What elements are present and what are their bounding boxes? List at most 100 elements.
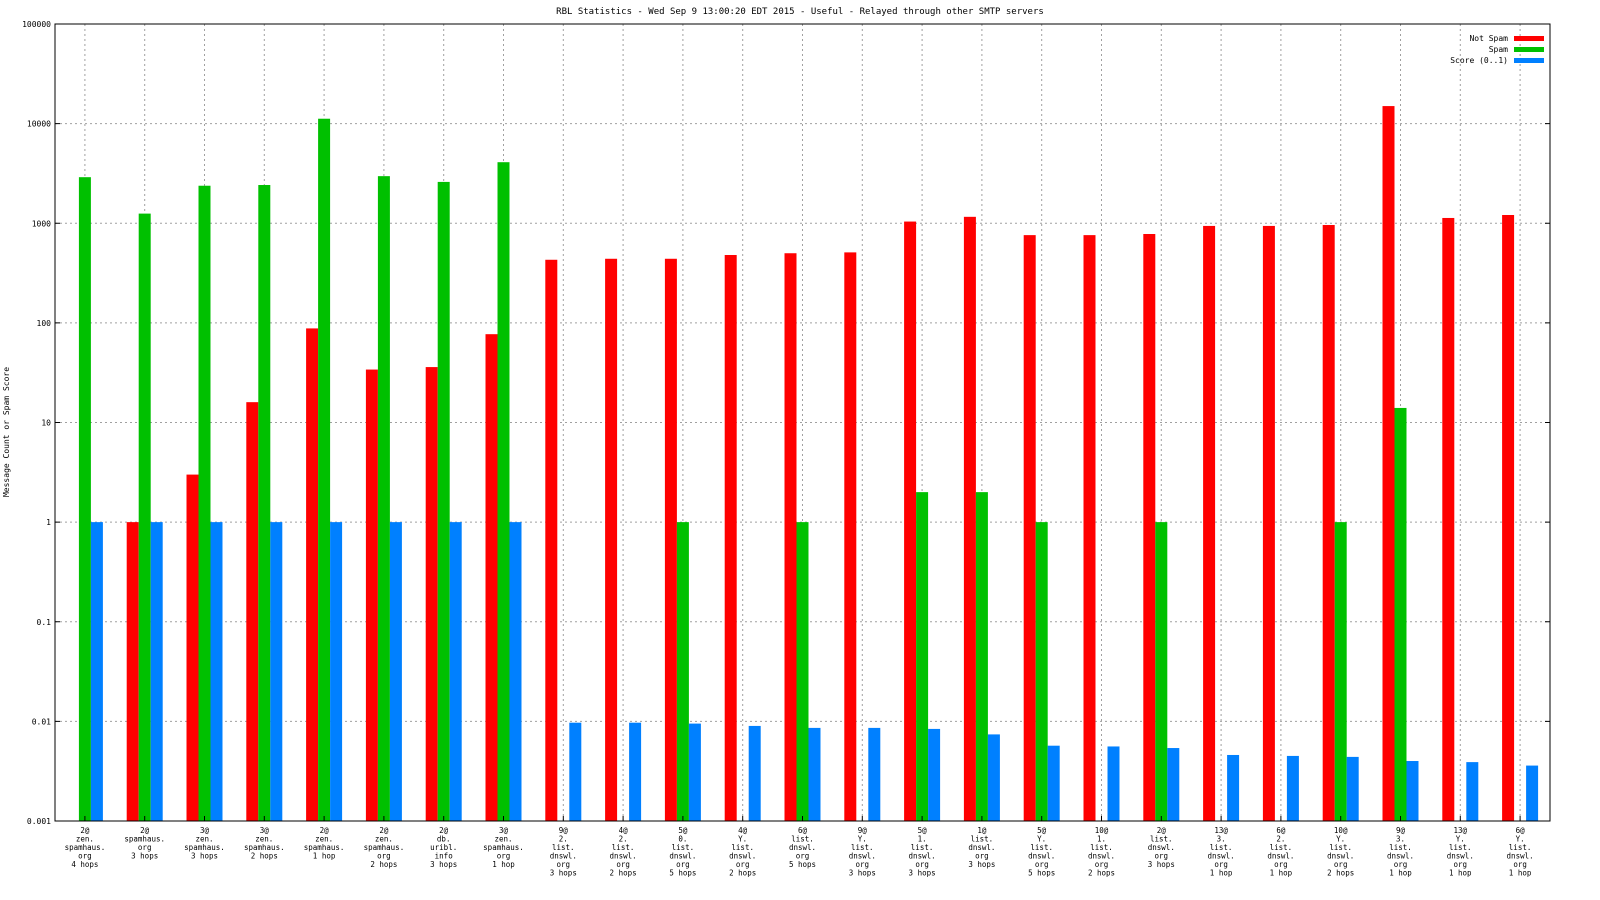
x-tick-label-line: 2@ [439,826,449,835]
x-tick-label: 1@ list. dnswl. org 3 hops [968,826,995,869]
x-tick-label-line: 1 hop [1449,869,1472,878]
x-tick-label-line: 6@ [1276,826,1286,835]
bar-spam [1394,407,1407,821]
bar-score-0-1 [987,734,1000,821]
x-tick-label-line: 5@ [678,826,688,835]
x-tick-label-line: zen. [195,835,213,844]
bar-not-spam [545,259,558,821]
x-tick-label-line: 10@ [1334,826,1348,835]
bar-score-0-1 [1346,756,1359,821]
x-tick-label-line: dnswl. [1148,843,1175,852]
y-tick-label: 10000 [27,120,51,129]
x-tick-label-line: 2. [619,835,628,844]
bar-not-spam [1322,225,1335,821]
x-tick-label-line: 1 hop [1210,869,1233,878]
x-tick-label-line: zen. [315,835,333,844]
legend-label: Not Spam [1469,34,1508,43]
bar-score-0-1 [808,727,821,821]
legend: Not Spam Spam Score (0..1) [1450,34,1544,65]
bar-score-0-1 [629,722,642,821]
x-tick-label-line: 0. [678,835,687,844]
x-tick-label-line: 3 hops [550,869,577,878]
x-tick-label-line: list. [791,835,814,844]
x-tick-label-line: list. [1210,843,1233,852]
x-tick-label-line: 1. [918,835,927,844]
x-tick-label-line: dnswl. [849,852,876,861]
x-tick-label-line: spamhaus. [184,843,225,852]
x-tick-label: 3@ zen. spamhaus. org 1 hop [483,826,524,869]
x-tick-label: 2@ list. dnswl. org 3 hops [1148,826,1175,869]
x-tick-label-line: 1 hop [492,860,515,869]
x-tick-label-line: zen. [255,835,273,844]
bar-not-spam [724,255,737,821]
bar-score-0-1 [1466,762,1479,821]
x-tick-label-line: spamhaus. [244,843,285,852]
x-tick-label-line: dnswl. [729,852,756,861]
bar-not-spam [963,216,976,821]
bar-not-spam [1083,235,1096,821]
bar-score-0-1 [1286,755,1299,821]
bar-spam [78,177,91,821]
x-tick-label-line: 2@ [1157,826,1167,835]
x-tick-label-line: org [1095,860,1109,869]
bar-not-spam [306,328,319,821]
bar-not-spam [664,258,677,822]
x-tick-label-line: dnswl. [1387,852,1414,861]
plot-frame [54,23,1551,822]
x-tick-label-line: 9@ [858,826,868,835]
x-tick-label: 9@ 2. list. dnswl. org 3 hops [550,826,577,878]
x-tick-label-line: dnswl. [1447,852,1474,861]
x-tick-label-line: spamhaus. [364,843,405,852]
legend-swatch [1514,58,1544,63]
x-tick-label: 4@ Y. list. dnswl. org 2 hops [729,826,756,878]
x-tick-label-line: 2. [1276,835,1285,844]
x-tick-label-line: 2@ [379,826,389,835]
x-tick-label-line: dnswl. [610,852,637,861]
bars-group [78,106,1539,822]
x-tick-label: 3@ zen. spamhaus. 2 hops [244,826,285,861]
x-tick-label-line: list. [1449,843,1472,852]
bar-spam [916,492,929,821]
bar-spam [318,118,331,821]
bar-not-spam [1203,225,1216,822]
bar-not-spam [1023,235,1036,821]
x-tick-label-line: Y. [738,835,747,844]
x-tick-label-line: 3@ [499,826,509,835]
bar-score-0-1 [688,723,701,821]
x-tick-label-line: org [915,860,929,869]
x-tick-label-line: org [975,852,989,861]
x-tick-label: 6@ Y. list. dnswl. org 1 hop [1507,826,1534,878]
x-tick-label-line: 6@ [1516,826,1526,835]
x-tick-label: 5@ 1. list. dnswl. org 3 hops [909,826,936,878]
x-tick-label-line: 5 hops [669,869,696,878]
x-tick-label-line: 2 hops [610,869,637,878]
legend-label: Spam [1489,45,1508,54]
bar-not-spam [844,252,857,822]
x-tick-label-line: zen. [76,835,94,844]
y-tick-label: 1000 [32,219,51,228]
x-tick-label-line: list. [552,843,575,852]
x-tick-label-line: 1 hop [1389,869,1412,878]
x-tick-label-line: org [1155,852,1169,861]
x-tick-label-line: db. [437,835,451,844]
bar-score-0-1 [330,522,343,821]
x-tick-label-line: list. [672,843,695,852]
x-tick-label-line: Y. [1516,835,1525,844]
x-tick-label-line: dnswl. [1267,852,1294,861]
bar-score-0-1 [449,522,462,821]
x-tick-label-line: dnswl. [1507,852,1534,861]
x-tick-label-line: list. [1090,843,1113,852]
legend-swatch [1514,36,1544,41]
x-tick-label: 2@ db. uribl. info 3 hops [430,826,457,869]
x-tick-label: 2@ spamhaus. org 3 hops [124,826,165,861]
x-tick-label-line: org [78,852,92,861]
x-tick-label-line: org [138,843,152,852]
bar-not-spam [784,253,797,821]
x-tick-label-line: 2 hops [1327,869,1354,878]
x-tick-label-line: 3 hops [430,860,457,869]
x-tick-label-line: org [1513,860,1527,869]
x-tick-label-line: 5@ [918,826,928,835]
bar-score-0-1 [1406,761,1419,821]
y-tick-label: 100 [37,319,52,328]
x-tick-label-line: 2@ [320,826,330,835]
